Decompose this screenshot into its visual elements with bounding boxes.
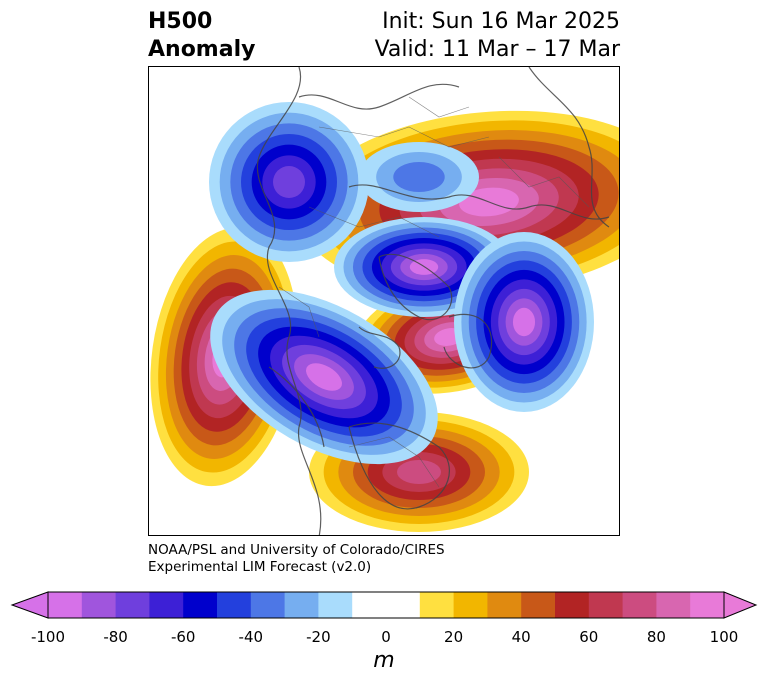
title-field: Anomaly — [148, 37, 256, 62]
colorbar-tick-label: -20 — [306, 628, 331, 646]
colorbar-cell — [217, 592, 252, 618]
colorbar-tick-label: 100 — [709, 628, 739, 646]
colorbar-cell — [487, 592, 522, 618]
colorbar-cell — [250, 592, 286, 618]
colorbar-extend-low — [10, 591, 49, 619]
title-variable: H500 — [148, 9, 213, 34]
colorbar-tick-label: 40 — [511, 628, 531, 646]
colorbar-tick-label: -80 — [103, 628, 128, 646]
anomaly-contour — [306, 363, 342, 391]
map-title: H500 Anomaly — [148, 8, 255, 64]
colorbar-tick-label: 0 — [381, 628, 391, 646]
colorbar-tick-label: 80 — [646, 628, 666, 646]
anomaly-contours — [150, 102, 619, 532]
colorbar-tick-label: -60 — [170, 628, 196, 646]
colorbar-tick-label: 60 — [579, 628, 599, 646]
colorbar-frame — [47, 591, 725, 619]
map-canvas — [150, 67, 619, 535]
colorbar-cell — [521, 592, 556, 618]
colorbar-tick-label: -100 — [30, 628, 66, 646]
colorbar — [10, 591, 758, 619]
colorbar-cell — [115, 592, 150, 618]
colorbar-cell — [48, 592, 83, 618]
credit-line-2: Experimental LIM Forecast (v2.0) — [148, 559, 372, 575]
political-borders — [278, 96, 590, 488]
colorbar-cell — [555, 592, 590, 618]
anomaly-contour — [273, 166, 305, 198]
colorbar-cell — [284, 592, 319, 618]
colorbar-cell — [690, 592, 725, 618]
anomaly-contour — [397, 460, 441, 484]
coastlines — [256, 67, 610, 535]
credit-line-1: NOAA/PSL and University of Colorado/CIRE… — [148, 542, 445, 558]
colorbar-extend-high — [723, 591, 758, 619]
anomaly-contour — [393, 162, 445, 192]
colorbar-cell — [419, 592, 455, 618]
valid-range: Valid: 11 Mar – 17 Mar — [374, 37, 620, 62]
colorbar-cell — [352, 592, 387, 618]
map-dates: Init: Sun 16 Mar 2025 Valid: 11 Mar – 17… — [375, 8, 620, 64]
colorbar-cell — [81, 592, 117, 618]
init-date: Init: Sun 16 Mar 2025 — [382, 9, 620, 34]
anomaly-map — [148, 66, 620, 536]
colorbar-cell — [318, 592, 353, 618]
anomaly-contour — [512, 307, 536, 337]
colorbar-tick-label: 20 — [444, 628, 464, 646]
colorbar-cell — [656, 592, 691, 618]
colorbar-cell — [183, 592, 218, 618]
credits: NOAA/PSL and University of Colorado/CIRE… — [148, 542, 445, 576]
colorbar-unit: m — [373, 648, 395, 673]
colorbar-cell — [588, 592, 624, 618]
colorbar-cell — [622, 592, 657, 618]
colorbar-cell — [386, 592, 421, 618]
colorbar-cell — [453, 592, 488, 618]
colorbar-tick-label: -40 — [238, 628, 264, 646]
colorbar-cell — [149, 592, 184, 618]
